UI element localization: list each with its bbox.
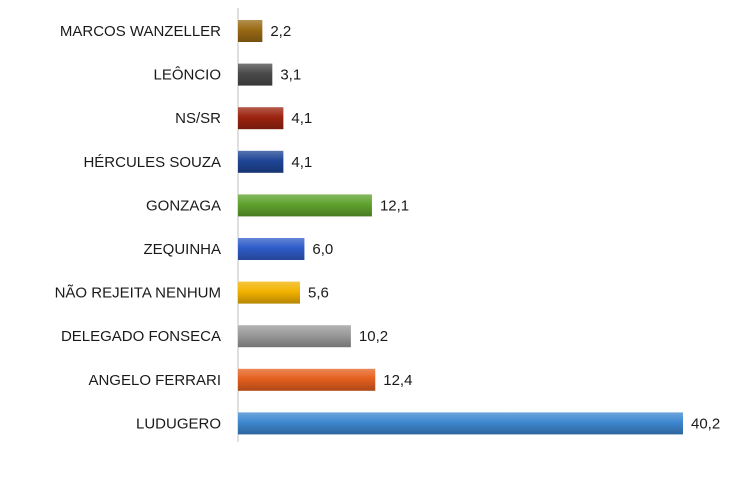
bar bbox=[238, 368, 376, 391]
category-label: ANGELO FERRARI bbox=[88, 372, 221, 389]
bar bbox=[238, 150, 284, 173]
category-label: NS/SR bbox=[175, 110, 221, 127]
category-label: GONZAGA bbox=[146, 197, 221, 214]
category-label: NÃO REJEITA NENHUM bbox=[55, 285, 221, 302]
value-label: 40,2 bbox=[691, 415, 720, 432]
category-label: ZEQUINHA bbox=[143, 241, 221, 258]
bar bbox=[238, 20, 263, 42]
bar bbox=[238, 238, 305, 260]
bar bbox=[238, 63, 273, 86]
value-label: 6,0 bbox=[312, 241, 333, 258]
bar bbox=[238, 281, 300, 304]
bars-group: MARCOS WANZELLER 2,2 LEÔNCIO 3,1 NS/SR 4,1 HÉR… bbox=[55, 20, 720, 435]
value-label: 3,1 bbox=[280, 67, 301, 84]
value-label: 4,1 bbox=[291, 110, 312, 127]
bar bbox=[238, 325, 351, 348]
category-label: HÉRCULES SOUZA bbox=[83, 154, 221, 171]
category-label: MARCOS WANZELLER bbox=[60, 23, 221, 40]
value-label: 5,6 bbox=[308, 285, 329, 302]
bar bbox=[238, 412, 683, 435]
bar bbox=[238, 194, 372, 217]
value-label: 12,1 bbox=[380, 197, 409, 214]
value-label: 10,2 bbox=[359, 328, 388, 345]
value-label: 4,1 bbox=[291, 154, 312, 171]
value-label: 2,2 bbox=[270, 23, 291, 40]
value-label: 12,4 bbox=[383, 372, 412, 389]
category-label: LEÔNCIO bbox=[153, 67, 221, 84]
bar bbox=[238, 107, 284, 130]
category-label: LUDUGERO bbox=[136, 415, 221, 432]
category-label: DELEGADO FONSECA bbox=[61, 328, 221, 345]
